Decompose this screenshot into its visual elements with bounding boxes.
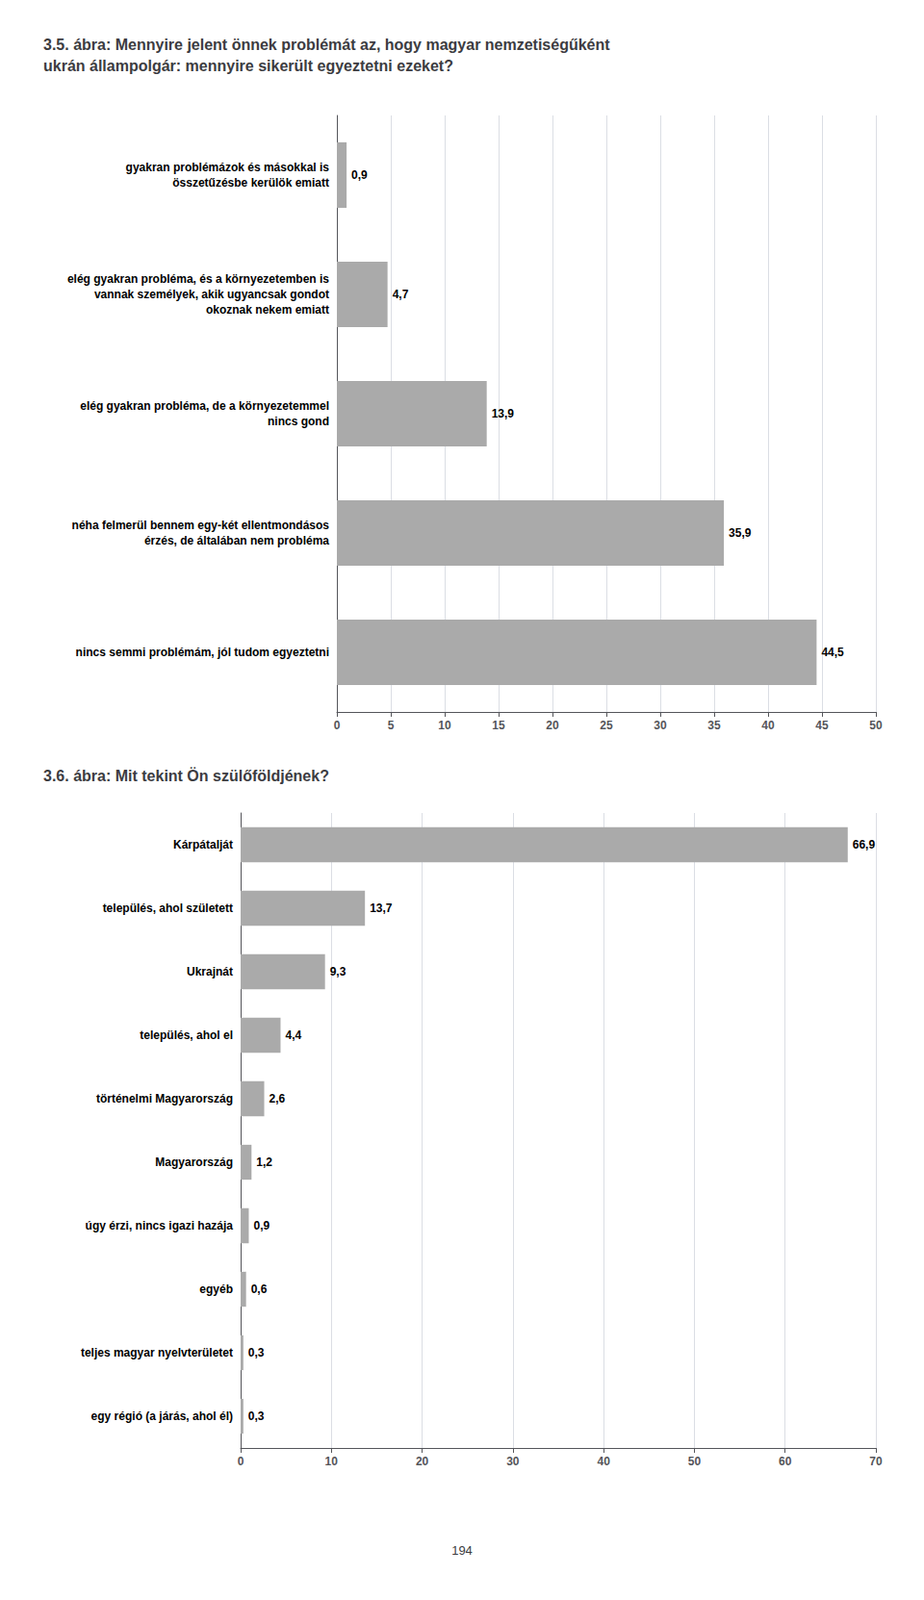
svg-text:nincs semmi problémám, jól tud: nincs semmi problémám, jól tudom egyezte… [76, 645, 330, 660]
svg-text:nincs gond: nincs gond [267, 414, 330, 429]
svg-text:40: 40 [761, 718, 775, 733]
svg-text:okoznak nekem emiatt: okoznak nekem emiatt [205, 303, 330, 317]
svg-text:0,3: 0,3 [248, 1346, 265, 1361]
svg-text:2,6: 2,6 [269, 1092, 286, 1106]
svg-text:1,2: 1,2 [256, 1155, 273, 1170]
svg-text:3.6. ábra: Mit tekint Ön szülő: 3.6. ábra: Mit tekint Ön szülőföldjének? [43, 767, 330, 785]
svg-text:teljes magyar nyelvterületet: teljes magyar nyelvterületet [80, 1346, 233, 1361]
svg-text:összetűzésbe kerülök emiatt: összetűzésbe kerülök emiatt [172, 176, 330, 190]
svg-text:település, ahol el: település, ahol el [139, 1028, 233, 1043]
svg-text:3.5. ábra: Mennyire jelent önn: 3.5. ábra: Mennyire jelent önnek problém… [43, 36, 611, 53]
svg-text:13,9: 13,9 [491, 407, 515, 421]
svg-text:0: 0 [237, 1455, 245, 1469]
svg-text:0: 0 [333, 718, 341, 733]
svg-text:gyakran problémázok és másokka: gyakran problémázok és másokkal is [126, 160, 331, 175]
svg-text:50: 50 [869, 718, 883, 733]
svg-text:30: 30 [653, 718, 668, 733]
svg-text:0,6: 0,6 [251, 1283, 268, 1297]
svg-text:35: 35 [707, 718, 721, 733]
svg-text:ukrán állampolgár: mennyire si: ukrán állampolgár: mennyire sikerült egy… [43, 57, 454, 75]
svg-text:9,3: 9,3 [330, 965, 347, 979]
svg-text:vannak személyek, akik ugyancs: vannak személyek, akik ugyancsak gondot [94, 287, 330, 302]
svg-text:elég gyakran probléma, és a kö: elég gyakran probléma, és a környezetemb… [67, 272, 330, 286]
svg-text:60: 60 [778, 1455, 793, 1469]
svg-text:4,7: 4,7 [392, 287, 410, 302]
svg-text:13,7: 13,7 [369, 901, 393, 916]
svg-text:25: 25 [599, 718, 614, 733]
svg-text:0,9: 0,9 [351, 168, 368, 182]
svg-text:4,4: 4,4 [284, 1028, 302, 1043]
svg-text:15: 15 [491, 718, 506, 733]
svg-text:település, ahol született: település, ahol született [102, 901, 233, 916]
svg-text:30: 30 [506, 1455, 520, 1469]
svg-text:egy régió (a járás, ahol él): egy régió (a járás, ahol él) [91, 1410, 233, 1424]
svg-text:Kárpátalját: Kárpátalját [173, 838, 233, 852]
svg-text:0,9: 0,9 [253, 1219, 270, 1233]
svg-text:történelmi Magyarország: történelmi Magyarország [96, 1092, 233, 1106]
svg-text:úgy érzi, nincs igazi hazája: úgy érzi, nincs igazi hazája [85, 1219, 234, 1233]
svg-text:20: 20 [415, 1455, 430, 1469]
svg-text:70: 70 [869, 1455, 883, 1469]
svg-text:50: 50 [688, 1455, 702, 1469]
svg-text:44,5: 44,5 [821, 645, 845, 660]
svg-text:10: 10 [437, 718, 452, 733]
svg-text:40: 40 [596, 1455, 611, 1469]
svg-text:Magyarország: Magyarország [154, 1155, 233, 1170]
svg-text:66,9: 66,9 [852, 838, 876, 852]
svg-text:érzés, de általában nem problé: érzés, de általában nem probléma [144, 534, 330, 548]
svg-text:egyéb: egyéb [199, 1283, 233, 1297]
svg-text:20: 20 [545, 718, 560, 733]
svg-text:elég gyakran probléma, de a kö: elég gyakran probléma, de a környezetemm… [79, 399, 330, 413]
svg-text:35,9: 35,9 [728, 526, 752, 540]
svg-text:10: 10 [325, 1455, 339, 1469]
svg-text:Ukrajnát: Ukrajnát [186, 965, 233, 979]
svg-text:45: 45 [815, 718, 829, 733]
svg-text:194: 194 [451, 1543, 473, 1559]
svg-text:néha felmerül bennem egy-két e: néha felmerül bennem egy-két ellentmondá… [72, 518, 331, 533]
svg-text:0,3: 0,3 [248, 1410, 265, 1424]
svg-text:5: 5 [387, 718, 395, 733]
